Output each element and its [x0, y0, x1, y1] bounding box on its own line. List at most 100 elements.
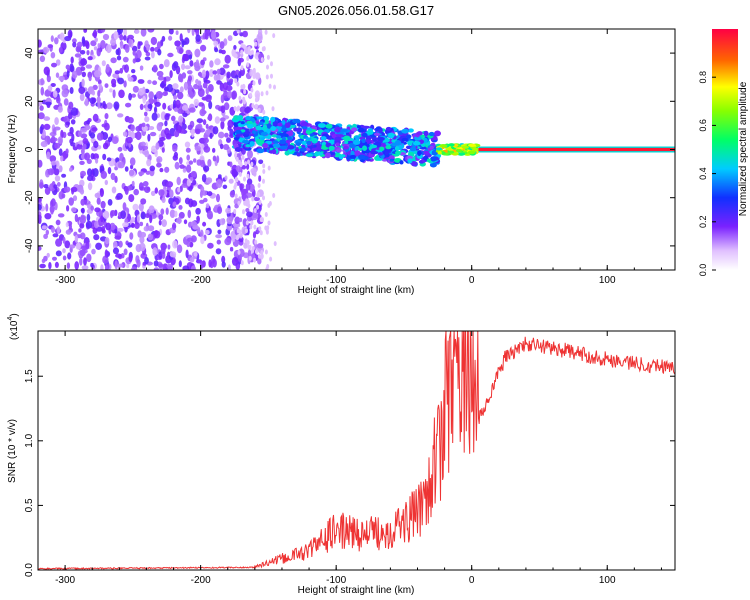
spectrogram-cell [148, 205, 155, 214]
spectrogram-cell [201, 69, 206, 79]
spectrogram-cell [63, 186, 71, 193]
spectrogram-cell [114, 228, 118, 234]
spectrogram-cell [394, 140, 402, 146]
spectrogram-cell [179, 47, 183, 55]
spectrogram-cell [248, 255, 252, 261]
spectrogram-cell [423, 150, 431, 155]
spectrogram-cell [79, 249, 86, 257]
spectrogram-cell [54, 261, 59, 268]
spectrogram-cell [58, 75, 65, 81]
spectrogram-cell [258, 226, 262, 232]
spectrogram-cell [316, 144, 322, 150]
spectrogram-cell [92, 113, 99, 122]
spectrogram-cell [190, 265, 196, 270]
spectrogram-cell [163, 59, 170, 68]
spectrogram-cell [139, 65, 144, 71]
spectrogram-cell [301, 126, 308, 130]
spectrogram-cell [249, 224, 253, 230]
spectrogram-cell [46, 103, 51, 109]
spectrogram-cell [61, 173, 67, 178]
spectrogram-cell [169, 251, 177, 258]
spectrogram-cell [80, 66, 86, 71]
spectrogram-cell [60, 155, 64, 162]
spectrogram-cell [343, 135, 351, 142]
spectrogram-cell [224, 132, 229, 138]
spectrogram-cell [236, 106, 240, 112]
y-tick-label: 40 [24, 47, 35, 59]
spectrogram-cell [166, 84, 174, 93]
spectrogram-cell [130, 164, 134, 170]
snr-multiplier-base: (x10 [9, 320, 20, 340]
spectrogram-cell [399, 160, 404, 165]
spectrogram-cell [53, 168, 60, 176]
spectrogram-cell [284, 122, 291, 128]
spectrogram-cell [385, 126, 392, 131]
spectrogram-cell [354, 150, 361, 156]
spectrogram-cell [437, 151, 442, 155]
spectrogram-cell [201, 190, 208, 196]
spectrogram-cell [235, 129, 242, 134]
spectrogram-cell [138, 182, 144, 191]
spectrogram-cell [140, 198, 147, 205]
spectrogram-cell [252, 69, 256, 75]
spectrogram-cell [79, 222, 85, 229]
spectrogram-cell [152, 247, 158, 256]
spectrogram-cell [145, 213, 151, 219]
spectrogram-cell [80, 170, 86, 177]
spectrogram-cell [169, 70, 173, 79]
spectrogram-cell [137, 79, 145, 84]
spectrogram-plot-area [38, 29, 675, 270]
spectrogram-cell [190, 220, 197, 227]
spectrogram-cell [265, 90, 269, 96]
spectrogram-cell [242, 139, 250, 144]
spectrogram-cell [266, 64, 269, 70]
spectrogram-cell [81, 78, 85, 88]
spectrogram-cell [44, 213, 52, 220]
spectrogram-cell [336, 148, 342, 153]
spectrogram-cell [50, 83, 56, 87]
spectrogram-cell [70, 65, 75, 73]
spectrogram-cell [38, 246, 42, 251]
spectrogram-cell [213, 74, 218, 81]
spectrogram-cell [245, 183, 251, 191]
spectrogram-cell [158, 214, 164, 221]
spectrogram-cell [216, 179, 223, 189]
spectrogram-cell [65, 148, 69, 155]
spectrogram-cell [243, 176, 246, 182]
spectrogram-cell [154, 101, 161, 107]
spectrogram-cell [178, 157, 183, 165]
spectrogram-cell [47, 44, 54, 49]
spectrogram-cell [150, 36, 158, 46]
spectrogram-cell [166, 263, 173, 270]
spectrogram-cell [54, 142, 61, 149]
spectrogram-cell [38, 204, 42, 211]
spectrogram-cell [90, 205, 94, 211]
spectrogram-cell [358, 154, 366, 160]
spectrogram-cell [165, 133, 172, 140]
spectrogram-cell [149, 131, 157, 137]
spectrogram-cell [216, 239, 221, 245]
spectrogram-cell [164, 166, 170, 173]
spectrogram-cell [138, 203, 144, 212]
spectrogram-cell [118, 89, 125, 99]
spectrogram-cell [287, 145, 295, 150]
colorbar: 0.0 0.2 0.4 0.6 0.8 Normalized spectral ampl… [698, 29, 749, 276]
spectrogram-cell [305, 137, 312, 141]
spectrogram-cell [156, 70, 164, 77]
spectrogram-cell [351, 127, 358, 132]
x-tick-label: -200 [191, 275, 211, 286]
spectrogram-cell [147, 233, 154, 241]
spectrogram-cell [131, 93, 136, 98]
spectrogram-cell [167, 52, 174, 58]
spectrogram-cell [80, 58, 88, 66]
spectrogram-cell [266, 264, 270, 269]
spectrogram-cell [99, 188, 104, 197]
spectrogram-cell [70, 142, 76, 147]
spectrogram-cell [143, 145, 149, 150]
spectrogram-cell [251, 196, 255, 202]
spectrogram-cell [207, 115, 213, 121]
spectrogram-cell [352, 139, 361, 145]
spectrogram-cell [241, 226, 247, 235]
spectrogram-cell [50, 207, 54, 215]
